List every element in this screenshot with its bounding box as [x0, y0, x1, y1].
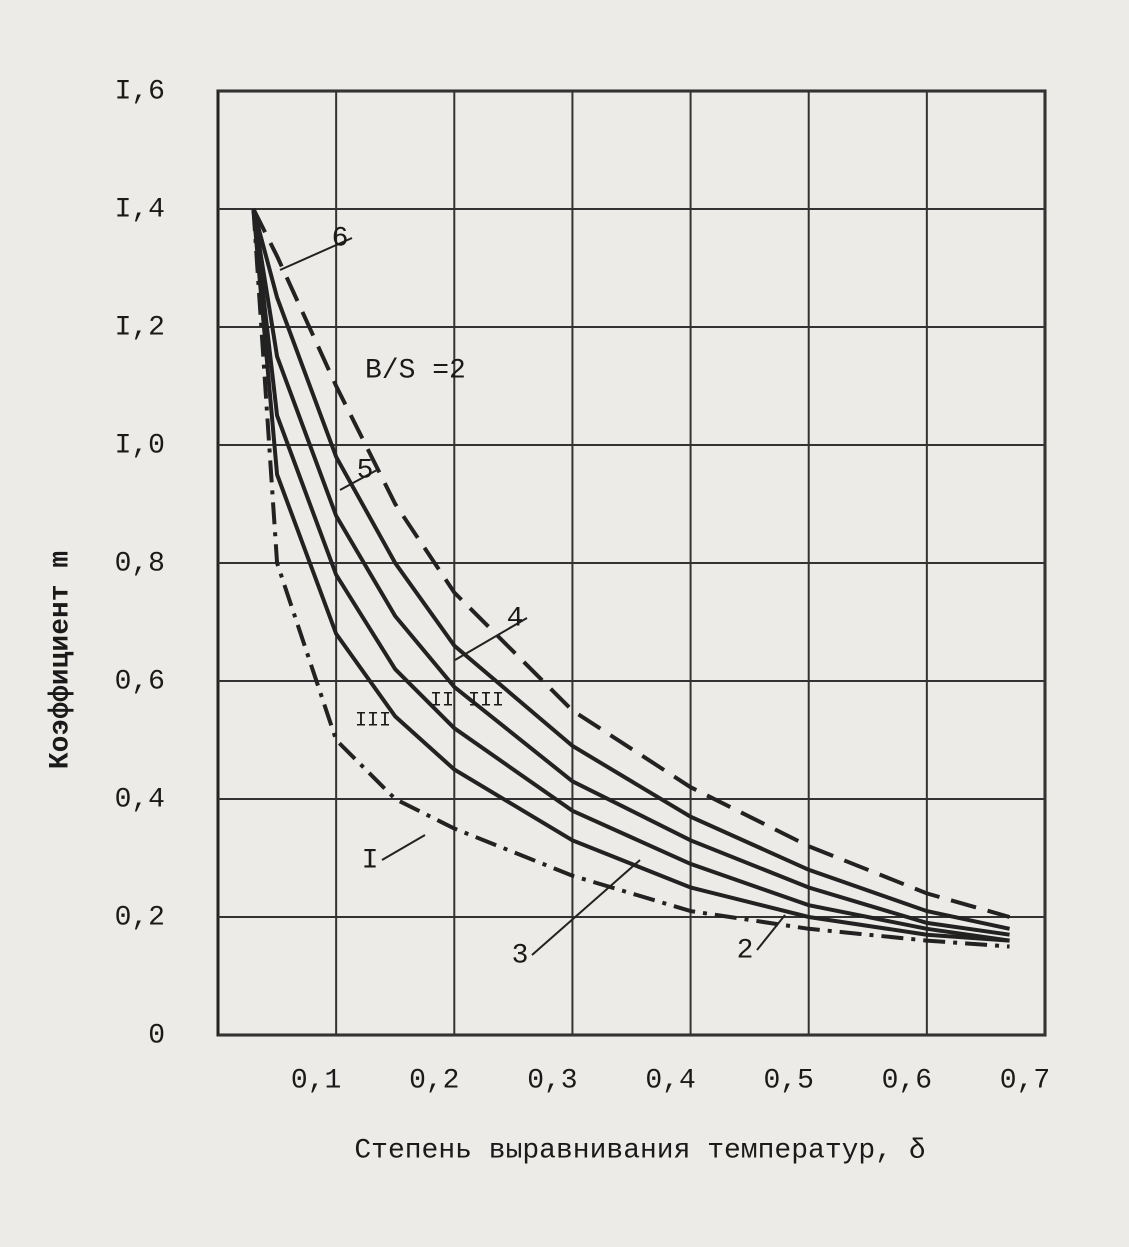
y-tick-label: 0 [148, 1020, 165, 1051]
y-tick-label: I,0 [115, 430, 165, 461]
y-tick-label: 0,8 [115, 548, 165, 579]
curve-label: 4 [507, 603, 524, 634]
leader-line [279, 237, 353, 271]
leader-line [381, 834, 426, 861]
curve [251, 208, 1010, 943]
annotation: III [468, 689, 504, 712]
curve [251, 208, 1010, 931]
y-tick-label: I,6 [115, 76, 165, 107]
x-tick-label: 0,3 [527, 1065, 577, 1096]
curve-label: 5 [357, 455, 374, 486]
x-tick-label: 0,2 [409, 1065, 459, 1096]
curve [251, 208, 1010, 937]
y-tick-label: 0,4 [115, 784, 165, 815]
curve [251, 208, 1010, 943]
annotation: III [355, 709, 391, 732]
curve-label: 6 [332, 223, 349, 254]
annotation: B/S =2 [365, 355, 466, 386]
y-tick-label: I,2 [115, 312, 165, 343]
leader-line [531, 859, 641, 956]
x-tick-label: 0,6 [882, 1065, 932, 1096]
y-tick-label: 0,2 [115, 902, 165, 933]
x-tick-label: 0,5 [764, 1065, 814, 1096]
annotation: II [430, 689, 454, 712]
curve-label: 2 [737, 935, 754, 966]
leader-line [756, 914, 786, 951]
x-tick-label: 0,1 [291, 1065, 341, 1096]
curve-label: 3 [512, 940, 529, 971]
x-axis-label: Степень выравнивания температур, δ [354, 1135, 925, 1166]
curve-label: I [362, 845, 379, 876]
leader-line [339, 469, 378, 491]
y-axis-label: Коэффициент m [45, 551, 76, 769]
x-tick-label: 0,4 [645, 1065, 695, 1096]
y-tick-label: 0,6 [115, 666, 165, 697]
y-tick-label: I,4 [115, 194, 165, 225]
x-tick-label: 0,7 [1000, 1065, 1050, 1096]
curve [251, 208, 1011, 919]
leader-line [454, 617, 528, 661]
